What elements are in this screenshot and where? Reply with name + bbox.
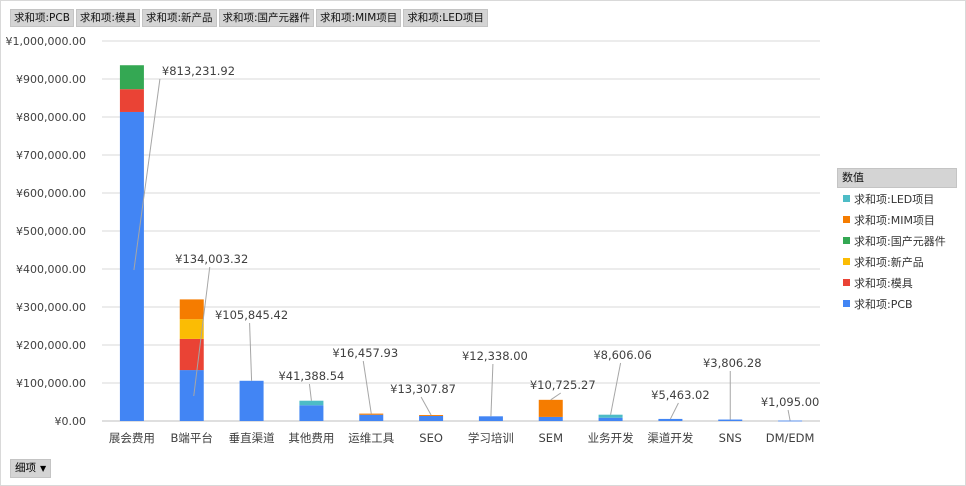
legend-item: 求和项:MIM项目 (837, 209, 957, 230)
data-label: ¥12,338.00 (462, 349, 528, 363)
row-field-button[interactable]: 细项 ▼ (10, 459, 52, 478)
bar-segment (359, 413, 384, 415)
x-tick-label: SEM (539, 431, 564, 445)
data-label: ¥13,307.87 (390, 382, 456, 396)
leader-line (420, 396, 432, 416)
legend-swatch (843, 258, 850, 265)
field-button-0[interactable]: 求和项:PCB (10, 9, 74, 27)
legend-item: 求和项:LED项目 (837, 188, 957, 209)
data-label: ¥134,003.32 (175, 252, 248, 266)
y-tick-label: ¥900,000.00 (16, 73, 86, 86)
legend-swatch (843, 195, 850, 202)
x-tick-label: 展会费用 (109, 431, 155, 445)
bar-segment (119, 65, 144, 90)
data-label: ¥41,388.54 (278, 369, 344, 383)
y-tick-label: ¥700,000.00 (16, 149, 86, 162)
leader-line (550, 392, 562, 401)
bar-segment (239, 380, 264, 421)
value-field-buttons: 求和项:PCB 求和项:模具 求和项:新产品 求和项:国产元器件 求和项:MIM项目 求和… (10, 9, 488, 27)
x-tick-label: SEO (419, 431, 443, 445)
leader-line (193, 266, 211, 397)
data-label: ¥16,457.93 (332, 346, 398, 360)
field-button-3[interactable]: 求和项:国产元器件 (218, 9, 315, 27)
legend-label: 求和项:PCB (854, 297, 913, 311)
legend-label: 求和项:新产品 (854, 255, 924, 269)
field-button-5[interactable]: 求和项:LED项目 (403, 9, 488, 27)
bar-segment (299, 405, 324, 421)
legend-swatch (843, 216, 850, 223)
bar-segment (598, 417, 623, 421)
y-tick-label: ¥800,000.00 (16, 111, 86, 124)
field-button-2[interactable]: 求和项:新产品 (141, 9, 217, 27)
data-label: ¥3,806.28 (703, 356, 762, 370)
legend-title[interactable]: 数值 (837, 168, 957, 188)
bar-segment (598, 414, 623, 418)
leader-line (133, 78, 161, 271)
field-button-4[interactable]: 求和项:MIM项目 (316, 9, 402, 27)
leader-line (249, 322, 253, 381)
bar-segment (718, 419, 743, 421)
leader-line (308, 383, 312, 401)
legend-swatch (843, 237, 850, 244)
bar-segment (179, 370, 204, 421)
x-tick-label: SNS (719, 431, 742, 445)
legend-item: 求和项:PCB (837, 293, 957, 314)
x-tick-label: DM/EDM (766, 431, 815, 445)
y-tick-label: ¥400,000.00 (16, 263, 86, 276)
data-label: ¥813,231.92 (162, 64, 235, 78)
y-tick-label: ¥0.00 (55, 415, 87, 428)
x-tick-label: 渠道开发 (647, 431, 693, 445)
x-tick-label: 运维工具 (348, 431, 394, 445)
bar-segment (778, 420, 803, 422)
bar-segment (538, 416, 563, 421)
y-tick-label: ¥600,000.00 (16, 187, 86, 200)
leader-line (610, 362, 622, 415)
field-button-1[interactable]: 求和项:模具 (75, 9, 140, 27)
legend-item: 求和项:模具 (837, 272, 957, 293)
bar-segment (119, 89, 144, 112)
leader-line (787, 409, 791, 421)
x-tick-label: 垂直渠道 (229, 431, 275, 445)
legend-swatch (843, 300, 850, 307)
legend-item: 求和项:国产元器件 (837, 230, 957, 251)
legend-label: 求和项:LED项目 (854, 192, 935, 206)
legend-swatch (843, 279, 850, 286)
bar-segment (179, 299, 204, 320)
bar-segment (299, 400, 324, 406)
y-tick-label: ¥1,000,000.00 (6, 35, 86, 48)
legend-label: 求和项:MIM项目 (854, 213, 935, 227)
y-tick-label: ¥100,000.00 (16, 377, 86, 390)
x-tick-label: 业务开发 (588, 431, 634, 445)
y-tick-label: ¥500,000.00 (16, 225, 86, 238)
data-label: ¥10,725.27 (530, 378, 596, 392)
row-field-label: 细项 (15, 462, 36, 474)
legend-label: 求和项:国产元器件 (854, 234, 946, 248)
legend-label: 求和项:模具 (854, 276, 913, 290)
data-label: ¥105,845.42 (215, 308, 288, 322)
x-tick-label: 其他费用 (288, 431, 334, 445)
bar-segment (419, 415, 444, 421)
bar-segment (419, 414, 444, 416)
y-tick-label: ¥200,000.00 (16, 339, 86, 352)
leader-line (362, 360, 372, 414)
bar-segment (478, 416, 503, 421)
bar-segment (538, 399, 563, 417)
bar-segment (658, 418, 683, 421)
data-label: ¥5,463.02 (651, 388, 710, 402)
bar-segment (179, 319, 204, 339)
bar-segment (359, 414, 384, 421)
x-tick-label: B端平台 (171, 431, 213, 445)
leader-line (669, 402, 679, 420)
x-tick-label: 学习培训 (468, 431, 514, 445)
data-label: ¥1,095.00 (761, 395, 820, 409)
legend: 数值 求和项:LED项目 求和项:MIM项目 求和项:国产元器件 求和项:新产品 求和项… (837, 168, 957, 314)
y-tick-label: ¥300,000.00 (16, 301, 86, 314)
leader-line (490, 363, 494, 417)
bar-segment (119, 111, 144, 422)
legend-item: 求和项:新产品 (837, 251, 957, 272)
dropdown-arrow-icon: ▼ (40, 463, 47, 473)
data-label: ¥8,606.06 (593, 348, 652, 362)
